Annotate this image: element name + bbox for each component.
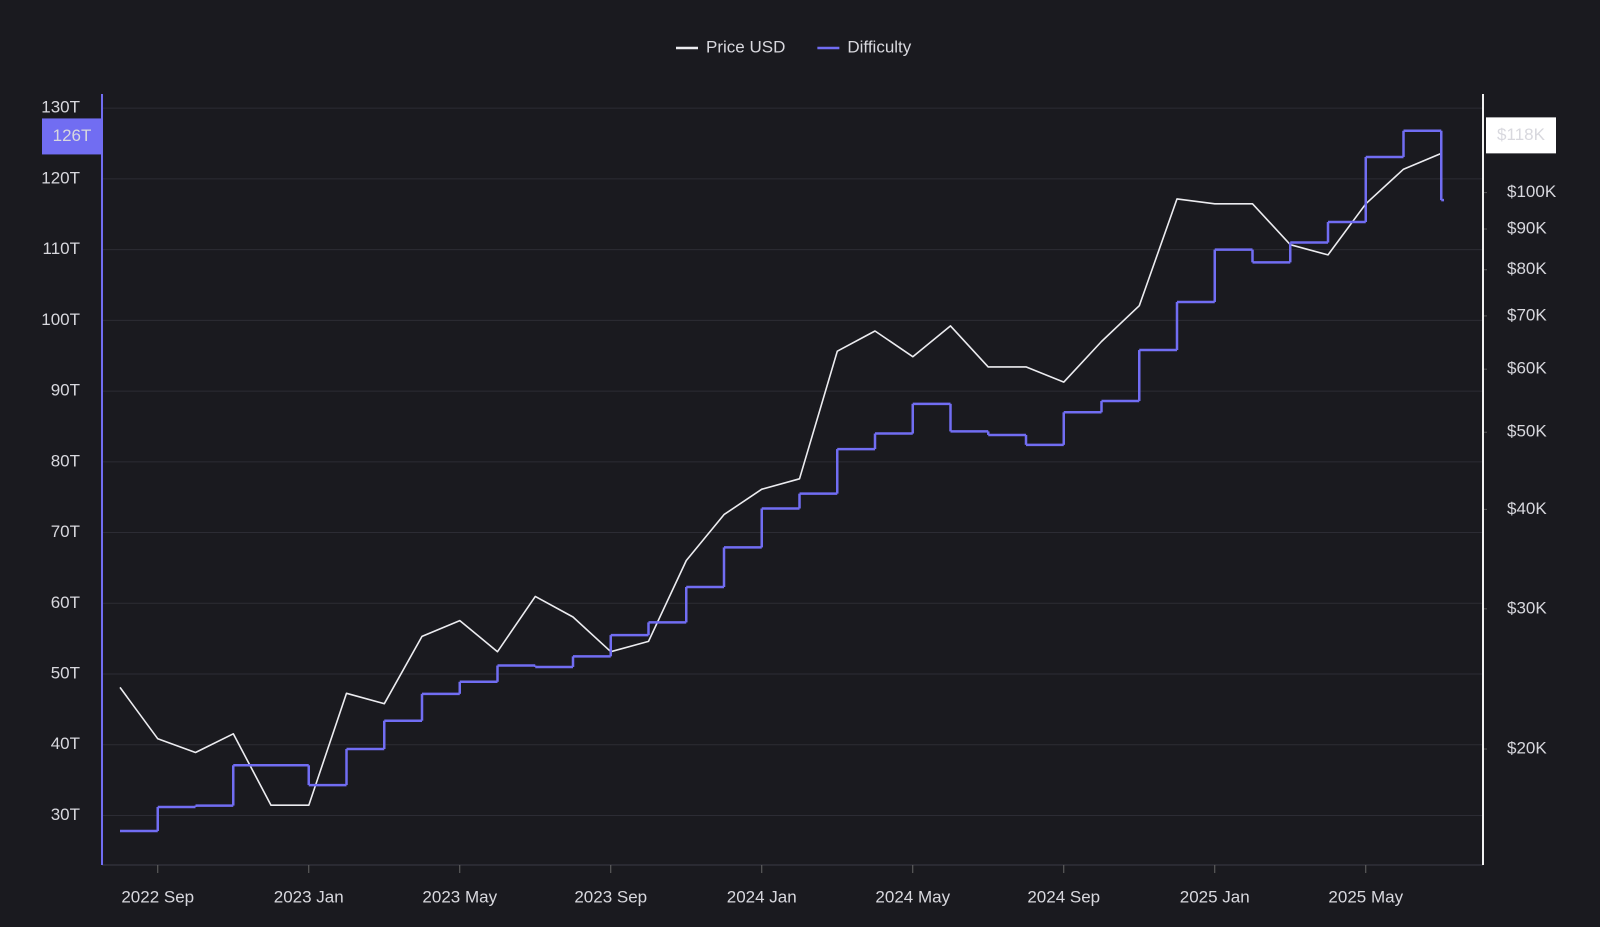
y-tick-label: 110T	[43, 239, 81, 258]
y-tick-label: 70T	[51, 522, 80, 541]
current-label: $118K	[1497, 125, 1546, 144]
y-tick-label: 50T	[51, 664, 80, 683]
legend-label: Price USD	[706, 37, 785, 56]
y-tick-label: 60T	[51, 593, 80, 612]
y-tick-label: 30T	[51, 805, 80, 824]
y-tick-label: 130T	[41, 98, 80, 117]
difficulty-line	[120, 129, 1444, 833]
x-tick-label: 2025 Jan	[1180, 887, 1250, 906]
y2-tick-label: $100K	[1507, 182, 1557, 201]
y-tick-label: 80T	[51, 451, 80, 470]
current-badge	[1486, 117, 1556, 154]
y-tick-label: 90T	[51, 381, 80, 400]
x-tick-label: 2023 May	[422, 887, 497, 906]
y2-tick-label: $20K	[1507, 739, 1547, 758]
current-label: 126T	[53, 126, 92, 145]
y-tick-label: 120T	[41, 168, 80, 187]
y-tick-label: 40T	[51, 734, 80, 753]
y2-tick-label: $80K	[1507, 259, 1547, 278]
x-tick-label: 2023 Sep	[574, 887, 647, 906]
y2-tick-label: $90K	[1507, 219, 1547, 238]
current-badge	[42, 118, 102, 155]
x-tick-label: 2024 Jan	[727, 887, 797, 906]
y2-tick-label: $40K	[1507, 499, 1547, 518]
y-tick-label: 100T	[41, 310, 80, 329]
price-line	[119, 152, 1442, 806]
y2-tick-label: $50K	[1507, 422, 1547, 441]
y2-tick-label: $30K	[1507, 598, 1547, 617]
x-tick-label: 2025 May	[1328, 887, 1403, 906]
x-tick-label: 2023 Jan	[274, 887, 344, 906]
y2-tick-label: $60K	[1507, 359, 1547, 378]
y2-tick-label: $70K	[1507, 305, 1547, 324]
legend-label: Difficulty	[847, 37, 911, 56]
x-tick-label: 2024 May	[875, 887, 950, 906]
x-tick-label: 2022 Sep	[121, 887, 194, 906]
x-tick-label: 2024 Sep	[1027, 887, 1100, 906]
